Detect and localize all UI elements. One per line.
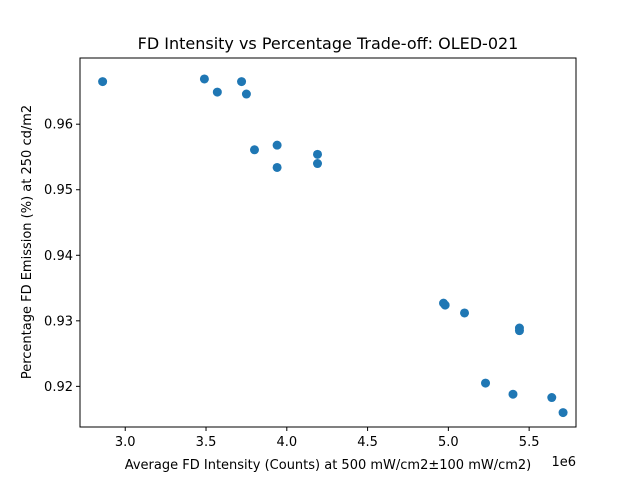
data-point (460, 308, 470, 318)
data-point (212, 87, 222, 97)
x-axis-ticks: 3.0 3.5 4.0 4.5 5.0 5.5 (115, 427, 540, 450)
data-point (514, 326, 524, 336)
data-point (558, 408, 568, 418)
data-point (313, 149, 322, 159)
data-point (249, 145, 259, 155)
data-point (98, 77, 108, 87)
x-tick-label: 4.0 (276, 435, 297, 450)
x-tick-label: 5.0 (438, 435, 459, 450)
data-point (440, 300, 450, 310)
y-axis-ticks: 0.92 0.93 0.94 0.95 0.96 (44, 118, 80, 395)
x-axis-offset-label: 1e6 (551, 455, 576, 470)
y-tick-label: 0.95 (44, 183, 73, 198)
data-point (481, 378, 491, 388)
x-axis-label: Average FD Intensity (Counts) at 500 mW/… (125, 458, 532, 473)
data-point (547, 393, 557, 403)
data-point (241, 89, 251, 99)
data-point (313, 159, 322, 169)
data-point (272, 162, 282, 172)
x-tick-label: 3.0 (115, 435, 136, 450)
chart-title: FD Intensity vs Percentage Trade-off: OL… (138, 34, 519, 53)
y-tick-label: 0.94 (44, 249, 73, 264)
x-tick-label: 3.5 (196, 435, 217, 450)
y-axis-label: Percentage FD Emission (%) at 250 cd/m2 (20, 105, 35, 379)
data-point (272, 140, 282, 150)
data-points (98, 74, 568, 418)
plot-area-frame (79, 57, 577, 428)
y-tick-label: 0.93 (44, 314, 73, 329)
y-tick-label: 0.96 (44, 118, 73, 133)
data-point (199, 74, 209, 84)
data-point (508, 389, 518, 399)
x-tick-label: 5.5 (519, 435, 540, 450)
data-point (237, 77, 247, 87)
y-tick-label: 0.92 (44, 380, 73, 395)
x-tick-label: 4.5 (357, 435, 378, 450)
